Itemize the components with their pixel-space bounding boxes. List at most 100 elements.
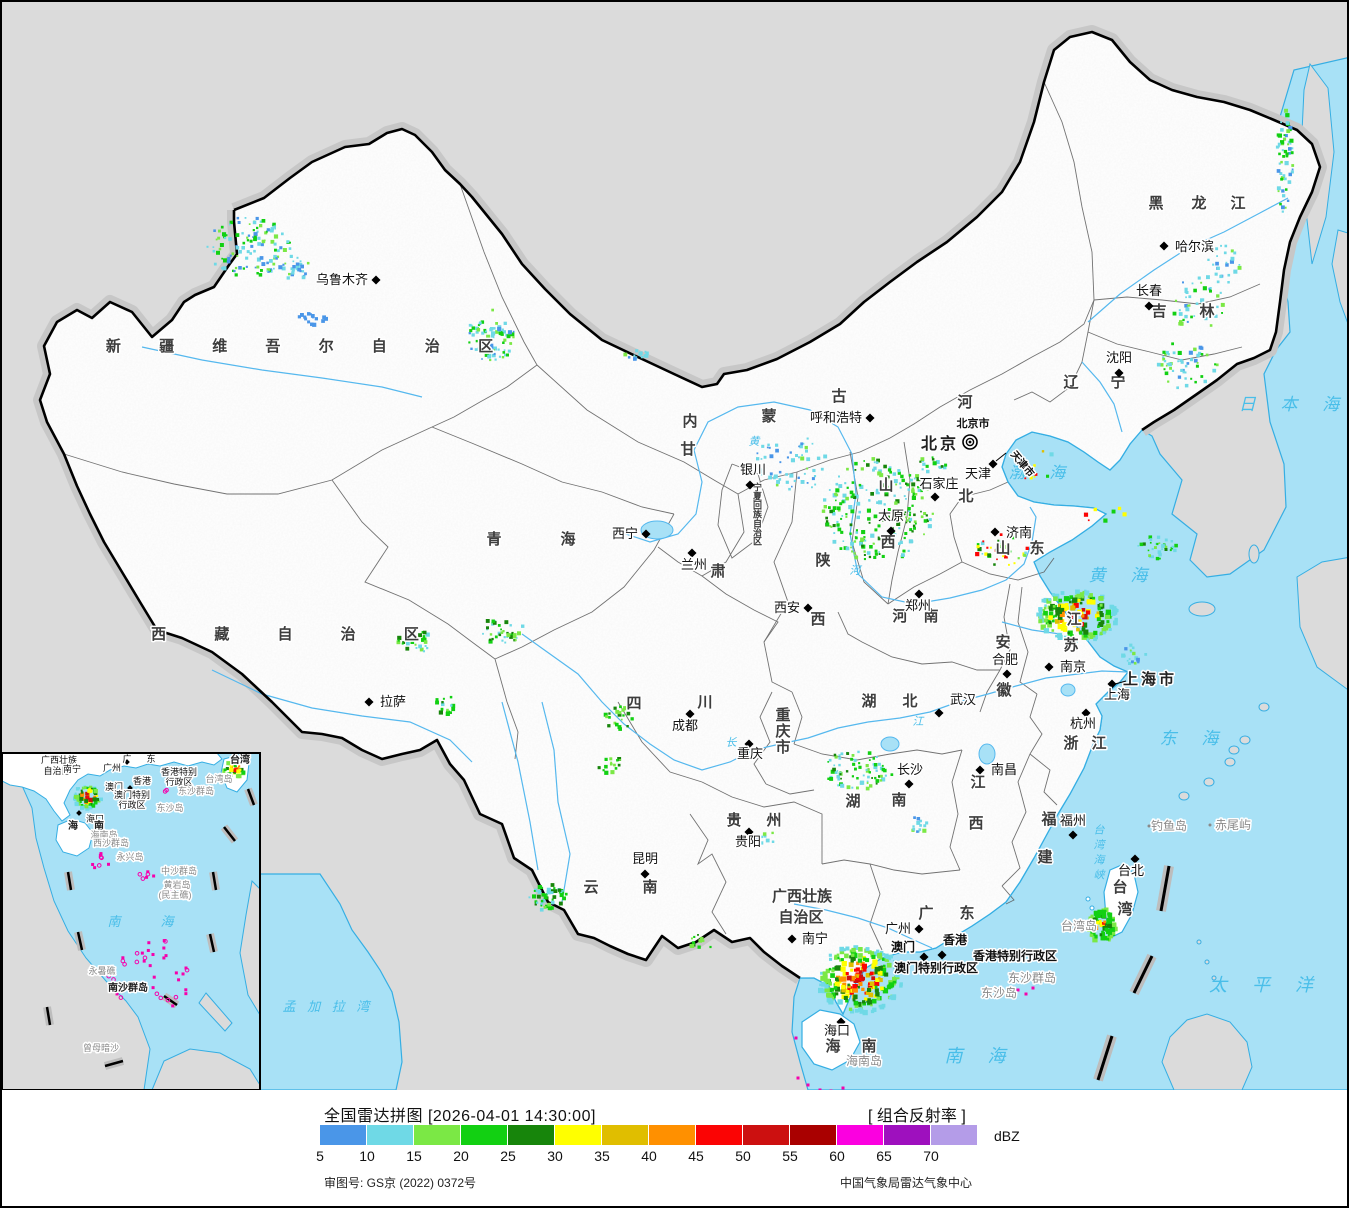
province-label: 海 [560, 530, 575, 548]
lake [1060, 683, 1076, 697]
inset-label: 海 [68, 819, 78, 832]
inset-islet [174, 971, 178, 975]
inset-dash [104, 1059, 124, 1068]
river [541, 701, 571, 903]
province-label: 江 [1230, 194, 1245, 212]
city: 杭州 [1068, 708, 1098, 733]
inset-islet [120, 958, 126, 964]
dbz-tick: 10 [359, 1148, 375, 1164]
inset-islet [121, 956, 125, 960]
small-label: 北京市 [957, 416, 990, 430]
jeju-island [1188, 601, 1216, 617]
inset-label: 南 [94, 819, 104, 832]
inset-islet [170, 887, 174, 891]
dbz-color-segment [320, 1125, 367, 1145]
province-label: 建 [1037, 848, 1053, 866]
province-boundary [1087, 331, 1243, 361]
inset-islet [137, 871, 143, 877]
province-boundary [949, 481, 1009, 563]
province-label: 徽 [995, 681, 1012, 699]
capital-icon [968, 440, 972, 444]
province-label: 云 [583, 879, 598, 896]
province-boundary [494, 658, 519, 760]
inset-label: 广 [122, 753, 131, 764]
island-label: 东沙群岛 [1008, 970, 1056, 985]
dash-segment [1096, 1035, 1114, 1081]
city-label: 成都 [672, 718, 698, 733]
inset-islet [142, 959, 146, 963]
national-border-southwest [38, 210, 801, 980]
province-label: 宁夏回族自治区 [752, 481, 763, 545]
province-label: 南 [861, 1037, 876, 1055]
inset-islet [158, 995, 164, 1001]
city-marker [1081, 708, 1091, 718]
inset-label: 东沙岛 [156, 802, 183, 813]
province-label: 新 疆 维 吾 尔 自 治 区 [106, 337, 510, 355]
city-label: 兰州 [681, 557, 707, 572]
city-label: 郑州 [905, 598, 931, 613]
city-label: 济南 [1006, 525, 1032, 540]
inset-dash [246, 788, 256, 806]
city-label: 南宁 [802, 931, 828, 946]
inset-islet [118, 995, 124, 1000]
ryukyu-island [1203, 777, 1215, 787]
city-label: 拉萨 [380, 694, 406, 709]
inset-city-marker [124, 759, 130, 765]
province-boundary [763, 471, 798, 693]
inset-dash [76, 931, 84, 951]
city-marker [1159, 241, 1169, 251]
province-label: 庆 [775, 722, 790, 740]
shanghai-label: 上海市 [1123, 670, 1177, 688]
province-label: 宁 [1110, 373, 1125, 391]
dbz-color-segment [461, 1125, 508, 1145]
inset-islet [147, 941, 151, 945]
city-label: 呼和浩特 [810, 410, 862, 425]
province-boundary [717, 463, 769, 559]
province-boundary [689, 813, 727, 935]
inset-label: 海口 [86, 813, 104, 824]
inset-islet [171, 1004, 175, 1008]
dbz-color-segment [414, 1125, 461, 1145]
inset-islet [167, 886, 172, 891]
island-dot [1208, 823, 1212, 827]
province-label: 贵 [726, 811, 741, 829]
city-label: 杭州 [1070, 716, 1096, 731]
inset-label: 台湾 [230, 753, 250, 766]
map-approval-number: 审图号: GS京 (2022) 0372号 [324, 1176, 477, 1190]
city-label: 石家庄 [919, 476, 958, 491]
province-boundary [821, 859, 961, 875]
city-marker [1107, 679, 1117, 689]
islet-mark [829, 1089, 833, 1090]
hainan-island [801, 1009, 861, 1071]
inset-dash [223, 826, 236, 842]
city: 重庆 [735, 739, 765, 763]
city-marker [1068, 830, 1078, 840]
inset-islet [134, 959, 140, 965]
inset-dash [211, 871, 218, 891]
inset-islet [184, 967, 190, 973]
inset-islet [145, 875, 149, 879]
city-label: 重庆 [737, 746, 763, 761]
city: 沈阳 [1104, 349, 1134, 378]
islet-mark [841, 1086, 845, 1090]
sea-label: 东 海 [1160, 729, 1229, 748]
city-marker [1044, 662, 1054, 672]
city-label: 沈阳 [1106, 350, 1132, 365]
inset-label: 曾母暗沙 [83, 1042, 119, 1053]
province-label: 南 [891, 791, 906, 809]
dbz-colorbar [320, 1125, 978, 1145]
ryukyu-island [1224, 757, 1236, 767]
inset-dash [208, 933, 216, 953]
city-label: 武汉 [950, 692, 976, 707]
inset-islet [177, 978, 181, 982]
dbz-unit-label: dBZ [994, 1128, 1020, 1144]
province-label: 河 [957, 393, 972, 411]
inset-hainan [55, 818, 94, 857]
small-label: 香港 [942, 932, 968, 947]
dbz-tick: 5 [316, 1148, 324, 1164]
dbz-tick: 45 [688, 1148, 704, 1164]
province-label: 林 [1199, 302, 1215, 320]
city: 长春 [1134, 282, 1164, 311]
